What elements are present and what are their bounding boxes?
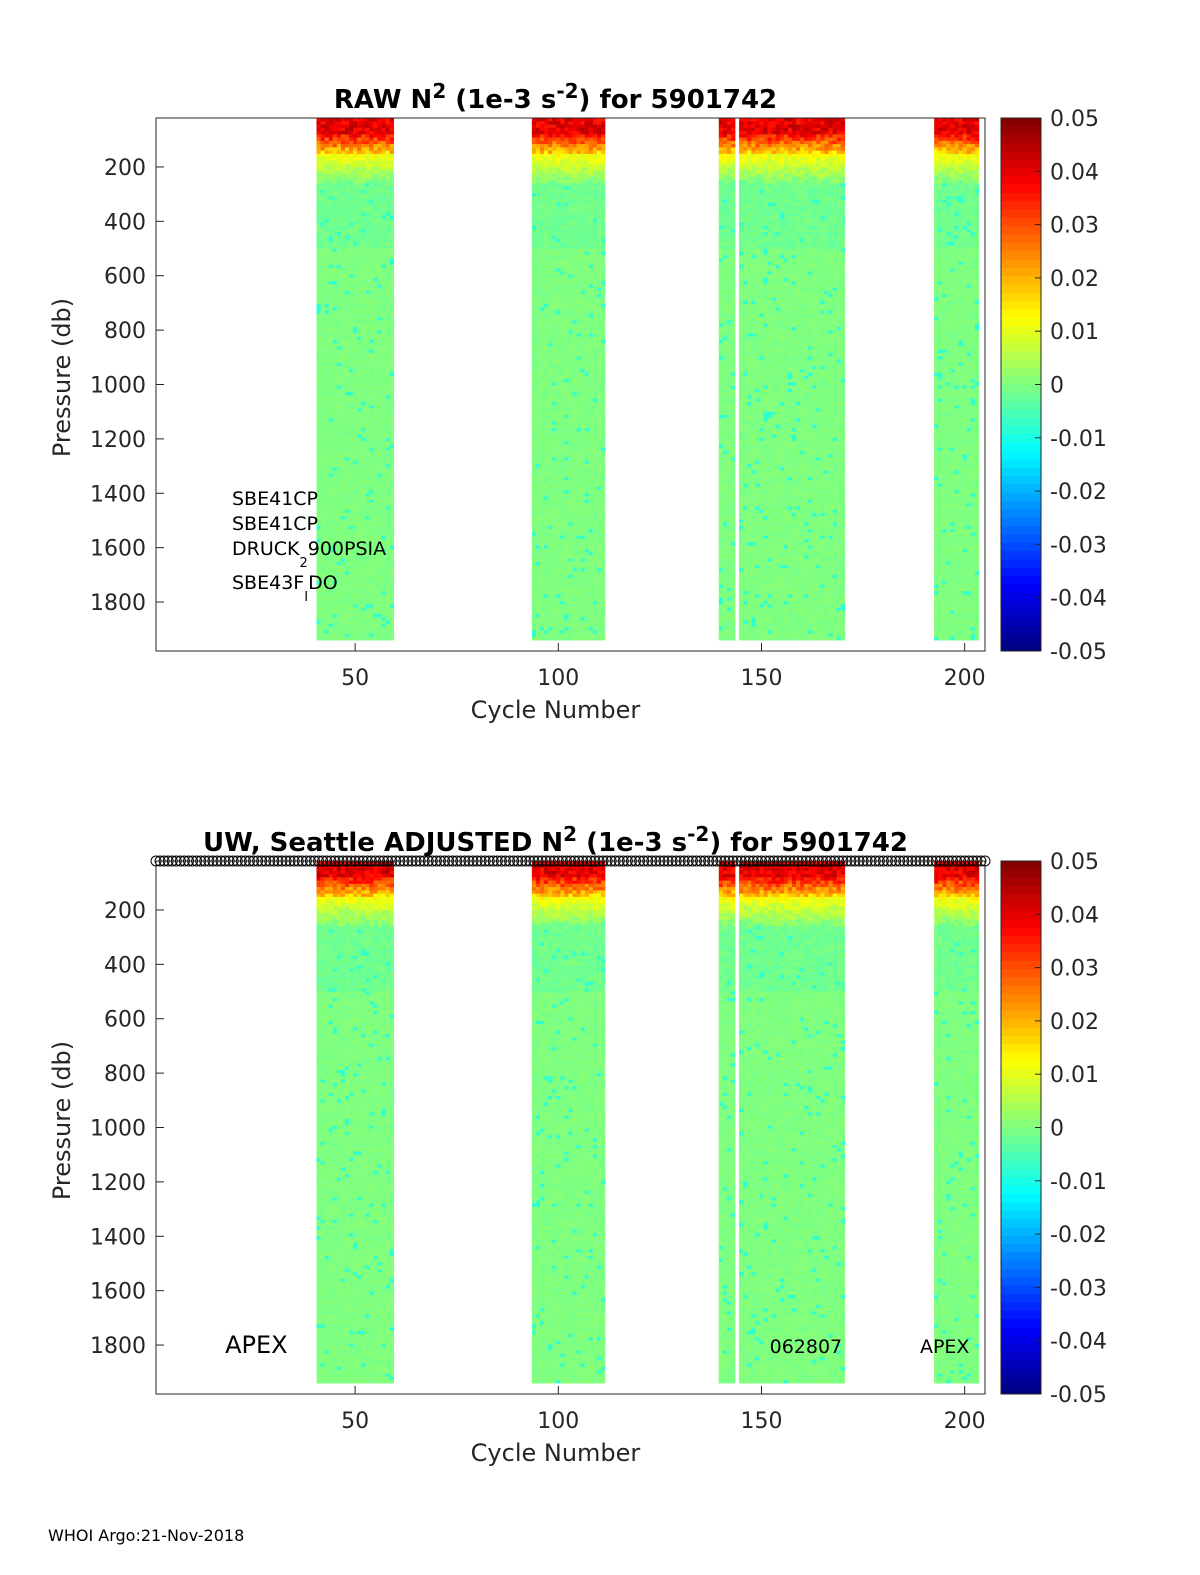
y-tick-label: 1600 [90, 537, 146, 562]
colorbar-tick-label: -0.02 [1050, 480, 1107, 505]
colorbar-tick-label: -0.05 [1050, 1383, 1107, 1408]
y-tick-label: 1200 [90, 428, 146, 453]
heatmap-block [719, 861, 736, 1383]
x-tick-label: 150 [740, 1409, 782, 1434]
colorbar-tick-label: -0.05 [1050, 640, 1107, 665]
colorbar-tick-label: 0.02 [1050, 1010, 1099, 1035]
x-tick-label: 50 [341, 1409, 369, 1434]
y-tick-label: 1400 [90, 482, 146, 507]
platform-annotation: APEX [225, 1331, 287, 1359]
y-tick-label: 1800 [90, 1334, 146, 1359]
colorbar-tick-label: -0.03 [1050, 1276, 1107, 1301]
colorbar-tick-label: 0.05 [1050, 107, 1099, 132]
colorbar-tick-label: 0.04 [1050, 160, 1099, 185]
chart-title: RAW N2 (1e-3 s-2) for 5901742 [334, 79, 777, 115]
colorbar-tick-label: 0.04 [1050, 903, 1099, 928]
footer-stamp: WHOI Argo:21-Nov-2018 [48, 1526, 244, 1545]
heatmap-block [317, 861, 395, 1383]
y-tick-label: 800 [104, 319, 146, 344]
heatmap-block [934, 118, 979, 640]
colorbar-tick-label: 0 [1050, 1117, 1064, 1142]
y-tick-label: 400 [104, 953, 146, 978]
y-tick-label: 1400 [90, 1225, 146, 1250]
x-tick-label: 100 [537, 1409, 579, 1434]
heatmap-block [532, 861, 605, 1383]
y-axis-label: Pressure (db) [48, 1041, 76, 1200]
heatmap-block [719, 118, 736, 640]
x-tick-label: 200 [944, 1409, 986, 1434]
y-axis-label: Pressure (db) [48, 298, 76, 457]
colorbar: 0.05 0.04 0.03 0.02 0.01 0 -0.01 -0.02 -0.03 -0.0… [1001, 107, 1107, 665]
y-tick-label: 1800 [90, 591, 146, 616]
colorbar-tick-label: 0 [1050, 374, 1064, 399]
sensor-annotation: SBE41CP [232, 488, 318, 510]
y-tick-label: 1600 [90, 1280, 146, 1305]
x-axis-label: Cycle Number [471, 1439, 641, 1467]
y-tick-label: 200 [104, 899, 146, 924]
colorbar-tick-label: -0.01 [1050, 1170, 1107, 1195]
x-tick-label: 200 [944, 666, 986, 691]
colorbar-tick-label: 0.01 [1050, 1063, 1099, 1088]
x-axis-label: Cycle Number [471, 696, 641, 724]
heatmap-block [934, 861, 979, 1383]
y-tick-label: 1000 [90, 1117, 146, 1142]
colorbar-tick-label: -0.01 [1050, 427, 1107, 452]
y-tick-label: 1000 [90, 374, 146, 399]
platform-annotation: APEX [920, 1336, 969, 1358]
y-tick-label: 1200 [90, 1171, 146, 1196]
y-tick-label: 600 [104, 1008, 146, 1033]
colorbar-tick-label: 0.03 [1050, 214, 1099, 239]
heatmap-block [739, 118, 845, 640]
x-tick-label: 100 [537, 666, 579, 691]
colorbar-tick-label: -0.02 [1050, 1223, 1107, 1248]
sensor-annotation: SBE41CP [232, 513, 318, 535]
y-tick-label: 800 [104, 1062, 146, 1087]
y-tick-label: 200 [104, 156, 146, 181]
colorbar-tick-label: -0.04 [1050, 1330, 1107, 1355]
colorbar-tick-label: 0.03 [1050, 957, 1099, 982]
platform-annotation: 062807 [770, 1336, 843, 1358]
colorbar-tick-label: 0.02 [1050, 267, 1099, 292]
x-tick-label: 150 [740, 666, 782, 691]
x-tick-label: 50 [341, 666, 369, 691]
chart-panel-1: 200 400 600 800 1000 1200 1400 1600 1800 50 100 150… [48, 79, 1107, 724]
chart-title: UW, Seattle ADJUSTED N2 (1e-3 s-2) for 5… [203, 822, 908, 858]
colorbar: 0.05 0.04 0.03 0.02 0.01 0 -0.01 -0.02 -0.03 -0.0… [1001, 850, 1107, 1408]
chart-panel-2: 200 400 600 800 1000 1200 1400 1600 1800 50 100 150… [48, 822, 1107, 1467]
y-tick-label: 400 [104, 210, 146, 235]
colorbar-tick-label: -0.04 [1050, 587, 1107, 612]
colorbar-tick-label: 0.05 [1050, 850, 1099, 875]
heatmap-block [739, 861, 845, 1383]
heatmap-block [317, 118, 395, 640]
colorbar-tick-label: 0.01 [1050, 320, 1099, 345]
colorbar-tick-label: -0.03 [1050, 533, 1107, 558]
heatmap-block [532, 118, 605, 640]
y-tick-label: 600 [104, 265, 146, 290]
